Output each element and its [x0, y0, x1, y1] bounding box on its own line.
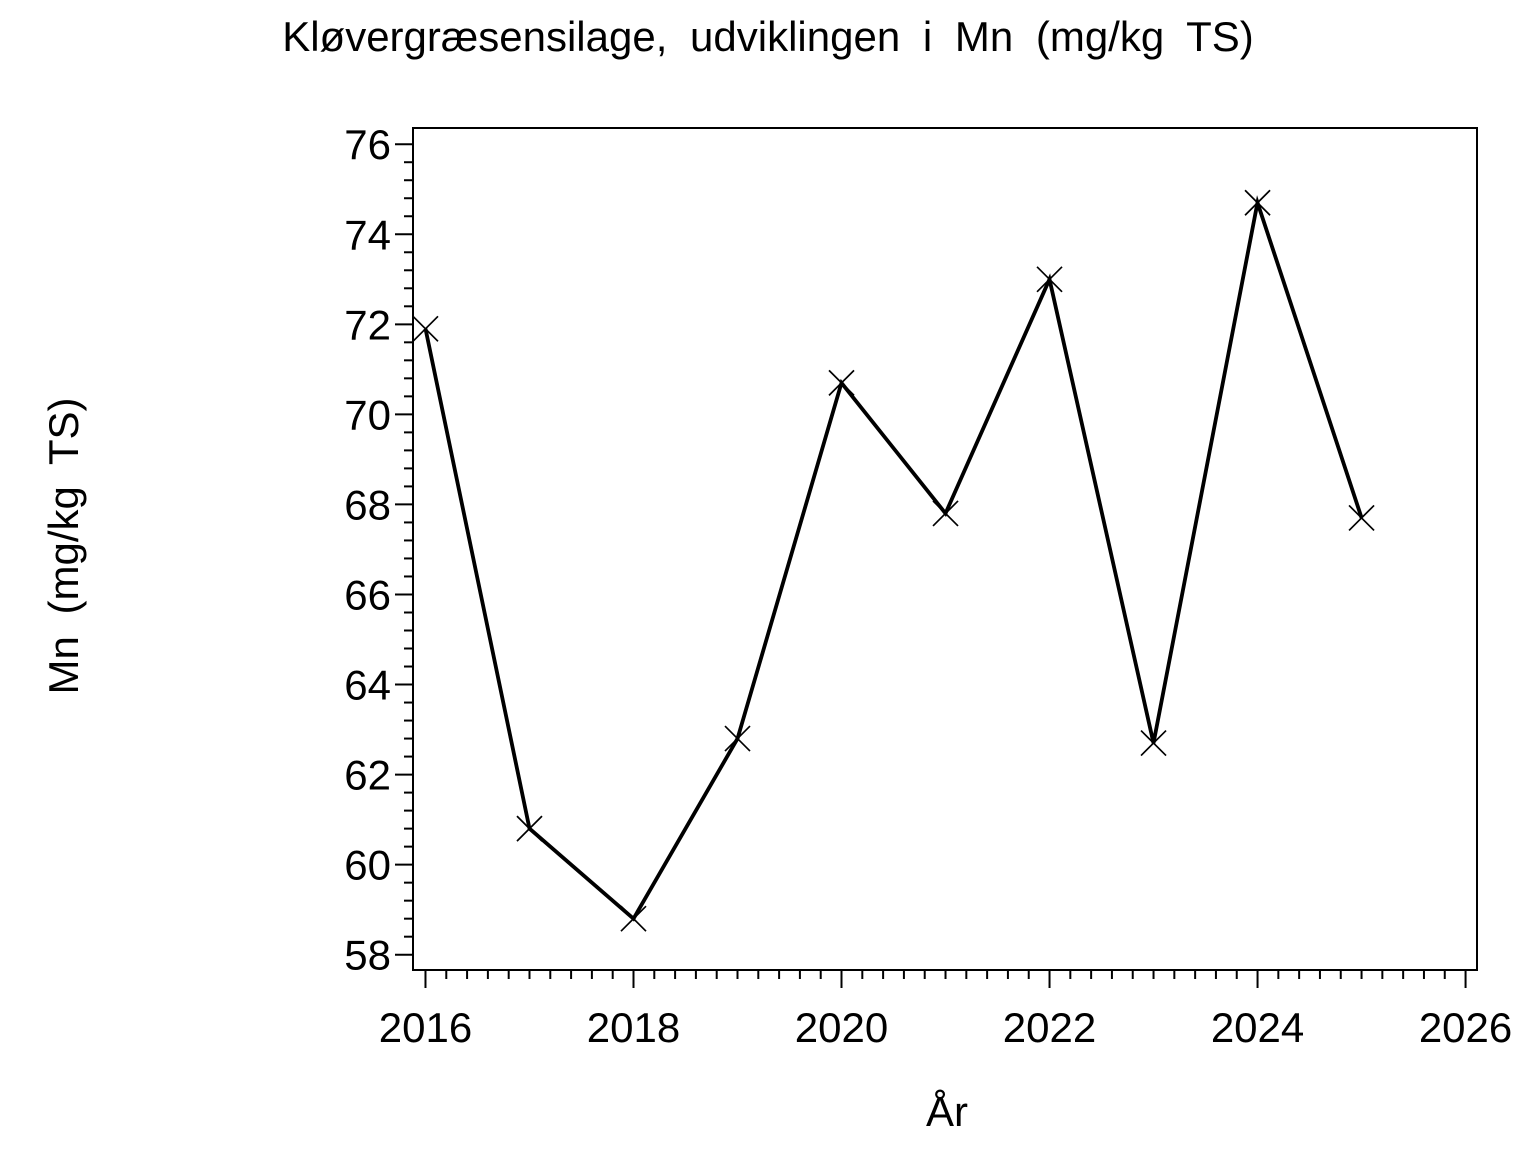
- x-marker-stroke: [1244, 189, 1271, 216]
- x-marker-stroke: [724, 725, 751, 752]
- data-point-marker: [1244, 189, 1271, 216]
- x-marker-stroke: [620, 905, 647, 932]
- chart-title: Kløvergræsensilage, udviklingen i Mn (mg…: [282, 13, 1254, 60]
- y-tick-label: 66: [344, 571, 391, 618]
- y-tick-label: 58: [344, 932, 391, 979]
- x-tick-label: 2020: [795, 1004, 888, 1051]
- data-point-marker: [620, 905, 647, 932]
- x-marker-stroke: [1348, 504, 1375, 532]
- x-marker-stroke: [412, 315, 439, 342]
- y-tick-label: 60: [344, 842, 391, 889]
- x-marker-stroke: [1036, 266, 1063, 293]
- x-marker-stroke: [516, 815, 543, 842]
- data-point-marker: [1036, 266, 1063, 293]
- data-point-marker: [828, 369, 855, 396]
- y-tick-label: 68: [344, 481, 391, 528]
- x-axis-label: År: [926, 1088, 968, 1135]
- data-line: [423, 195, 1364, 922]
- y-tick-label: 64: [344, 662, 391, 709]
- y-tick-label: 72: [344, 301, 391, 348]
- data-point-marker: [1140, 729, 1167, 757]
- x-marker-stroke: [1140, 729, 1167, 757]
- x-tick-label: 2026: [1419, 1004, 1512, 1051]
- data-point-marker: [1348, 504, 1375, 532]
- data-point-marker: [516, 815, 543, 842]
- y-tick-label: 70: [344, 391, 391, 438]
- data-point-marker: [932, 500, 959, 527]
- x-tick-label: 2018: [587, 1004, 680, 1051]
- x-tick-label: 2022: [1003, 1004, 1096, 1051]
- x-marker-stroke: [828, 369, 855, 396]
- plot-frame: [412, 127, 1478, 971]
- x-tick-label: 2016: [379, 1004, 472, 1051]
- x-tick-label: 2024: [1211, 1004, 1304, 1051]
- data-point-marker: [724, 725, 751, 752]
- x-marker-stroke: [932, 500, 959, 527]
- y-tick-label: 74: [344, 211, 391, 258]
- y-tick-label: 62: [344, 752, 391, 799]
- data-point-marker: [412, 315, 439, 342]
- y-tick-label: 76: [344, 121, 391, 168]
